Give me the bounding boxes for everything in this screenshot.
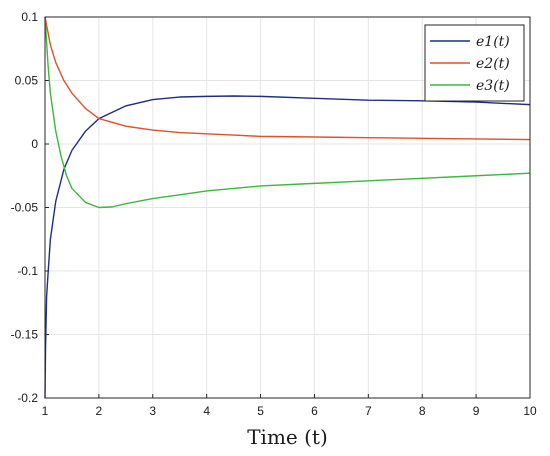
x-axis-label: Time (t) — [247, 425, 328, 449]
x-tick-label: 1 — [42, 404, 49, 418]
legend-label-e2: e2(t) — [476, 56, 510, 72]
x-tick-label: 5 — [257, 404, 264, 418]
y-tick-label: -0.1 — [17, 264, 38, 278]
x-axis-ticks: 1 2 3 4 5 6 7 8 9 10 — [42, 394, 537, 418]
y-tick-label: -0.05 — [11, 201, 39, 215]
legend: e1(t) e2(t) e3(t) — [424, 24, 525, 102]
x-tick-label: 10 — [523, 404, 537, 418]
plot-frame — [44, 16, 531, 399]
x-tick-label: 6 — [311, 404, 318, 418]
series-layer — [44, 16, 531, 399]
x-tick-label: 9 — [473, 404, 480, 418]
y-axis-ticks: 0.1 0.05 0 -0.05 -0.1 -0.15 -0.2 — [11, 10, 49, 405]
x-tick-label: 4 — [203, 404, 210, 418]
y-tick-label: 0.1 — [21, 10, 38, 24]
legend-label-e1: e1(t) — [476, 34, 510, 50]
series-line-e1 — [44, 95, 531, 399]
x-tick-label: 7 — [365, 404, 372, 418]
legend-label-e3: e3(t) — [476, 78, 510, 94]
y-tick-label: 0 — [31, 137, 38, 151]
x-tick-label: 3 — [149, 404, 156, 418]
series-line-e2 — [44, 16, 531, 141]
y-tick-label: -0.2 — [17, 391, 38, 405]
y-tick-label: -0.15 — [11, 328, 39, 342]
series-line-e3 — [44, 16, 531, 209]
x-tick-label: 2 — [96, 404, 103, 418]
x-tick-label: 8 — [419, 404, 426, 418]
y-tick-label: 0.05 — [15, 74, 39, 88]
